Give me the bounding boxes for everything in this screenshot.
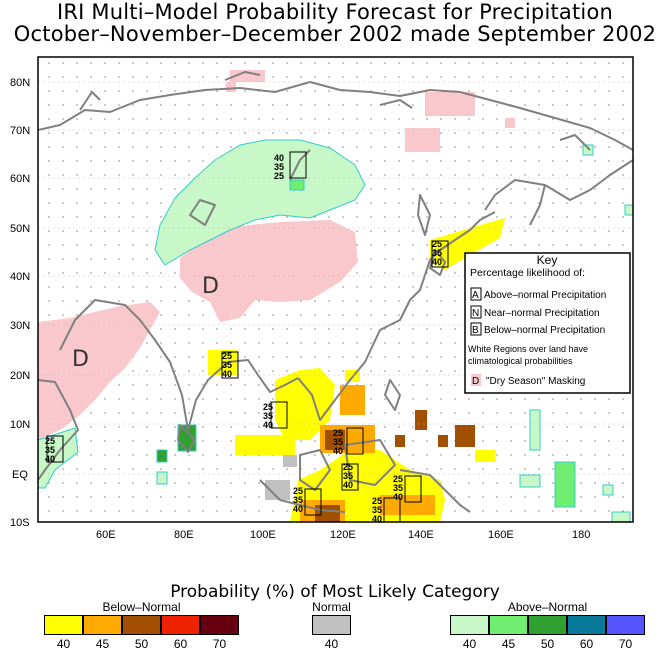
prob-label-bot: 40 (333, 446, 343, 456)
lat-label: 10N (10, 419, 30, 431)
prob-label-mid: 35 (372, 505, 382, 515)
key-dry-letter: D (472, 376, 479, 387)
prob-label-bot: 40 (372, 514, 382, 524)
prob-box-labels: 40 35 25 25 35 40 25 35 40 25 35 40 25 3… (45, 153, 442, 524)
lon-label: 180 (572, 529, 590, 541)
prob-label-bot: 40 (393, 492, 403, 502)
legend-group-label: Below–Normal (102, 600, 181, 614)
lon-label: 140E (408, 529, 434, 541)
legend-swatch (567, 615, 606, 635)
forecast-map: 40 35 25 25 35 40 25 35 40 25 35 40 25 3… (10, 56, 634, 541)
key-letter: A (472, 290, 479, 301)
lon-label: 80E (174, 529, 194, 541)
map-key: Key Percentage likelihood of: A Above–no… (464, 252, 631, 394)
lat-label: 50N (10, 223, 30, 235)
prob-label-top: 25 (432, 239, 442, 249)
key-letter: B (472, 325, 479, 336)
prob-label-mid: 35 (333, 437, 343, 447)
prob-box-marks (46, 151, 449, 522)
prob-label-mid: 35 (222, 360, 232, 370)
legend-swatch (83, 615, 122, 635)
prob-label-top: 25 (343, 462, 353, 472)
legend-tick-label: 45 (501, 637, 516, 651)
lat-label: 60N (10, 173, 30, 185)
lat-label: EQ (12, 469, 28, 481)
legend-swatch (44, 615, 83, 635)
legend-tick-label: 60 (579, 637, 594, 651)
lat-label: 10S (10, 517, 30, 529)
prob-label-mid: 35 (343, 471, 353, 481)
coastlines (38, 71, 633, 513)
legend-tick-label: 40 (462, 637, 477, 651)
legend-tick-label: 60 (173, 637, 188, 651)
key-item-near: Near–normal Precipitation (484, 308, 600, 319)
prob-label-bot: 40 (293, 504, 303, 514)
prob-label-top: 25 (293, 486, 303, 496)
prob-label-bot: 40 (263, 420, 273, 430)
lat-label: 80N (10, 77, 30, 89)
key-dry-text: "Dry Season" Masking (486, 376, 585, 387)
prob-label-top: 40 (274, 153, 284, 163)
legend-tick-label: 40 (324, 637, 339, 651)
legend-tick-label: 70 (212, 637, 227, 651)
prob-label-mid: 35 (274, 162, 284, 172)
legend-swatch (528, 615, 567, 635)
legend-swatch (606, 615, 645, 635)
legend-tick-label: 70 (618, 637, 633, 651)
legend-swatch (161, 615, 200, 635)
key-item-below: Below–normal Precipitation (484, 325, 605, 336)
legend-swatch (450, 615, 489, 635)
title-line-2: October–November–December 2002 made Sept… (13, 22, 657, 46)
legend-group-label: Normal (312, 600, 351, 614)
dry-mark: D (72, 347, 89, 372)
lat-label: 20N (10, 370, 30, 382)
prob-label-top: 25 (393, 474, 403, 484)
legend-swatch (312, 615, 351, 635)
prob-label-top: 25 (263, 402, 273, 412)
prob-label-bot: 25 (274, 171, 284, 181)
lon-label: 60E (96, 529, 116, 541)
legend-swatch (122, 615, 161, 635)
lon-label: 120E (330, 529, 356, 541)
prob-label-mid: 35 (432, 248, 442, 258)
legend-title: Probability (%) of Most Likely Category (170, 582, 500, 602)
prob-label-bot: 40 (343, 480, 353, 490)
key-note-line-2: climatological probabilities (468, 356, 573, 366)
legend-swatch (200, 615, 239, 635)
prob-label-top: 25 (222, 351, 232, 361)
key-subheading: Percentage likelihood of: (470, 267, 585, 279)
prob-label-mid: 35 (263, 411, 273, 421)
legend-tick-label: 50 (134, 637, 149, 651)
prob-label-top: 25 (372, 496, 382, 506)
prob-label-top: 25 (45, 436, 55, 446)
dry-mark: D (202, 274, 219, 299)
key-letter: N (472, 308, 479, 319)
lon-label: 100E (250, 529, 276, 541)
prob-label-bot: 40 (45, 454, 55, 464)
prob-label-bot: 40 (432, 257, 442, 267)
lat-label: 30N (10, 320, 30, 332)
prob-label-mid: 35 (393, 483, 403, 493)
legend-group-label: Above–Normal (507, 600, 588, 614)
legend-tick-label: 45 (95, 637, 110, 651)
legend-swatch (489, 615, 528, 635)
key-heading: Key (537, 253, 558, 267)
prob-label-bot: 40 (222, 369, 232, 379)
lon-label: 160E (488, 529, 514, 541)
prob-label-mid: 35 (293, 495, 303, 505)
lat-label: 70N (10, 125, 30, 137)
prob-label-top: 25 (333, 428, 343, 438)
lat-label: 40N (10, 271, 30, 283)
key-note-line-1: White Regions over land have (468, 344, 588, 354)
legend-tick-label: 40 (56, 637, 71, 651)
above-normal-regions (38, 139, 633, 522)
title-line-1: IRI Multi–Model Probability Forecast for… (56, 0, 614, 24)
key-item-above: Above–normal Precipitation (484, 290, 606, 301)
legend-tick-label: 50 (540, 637, 555, 651)
prob-label-mid: 35 (45, 445, 55, 455)
